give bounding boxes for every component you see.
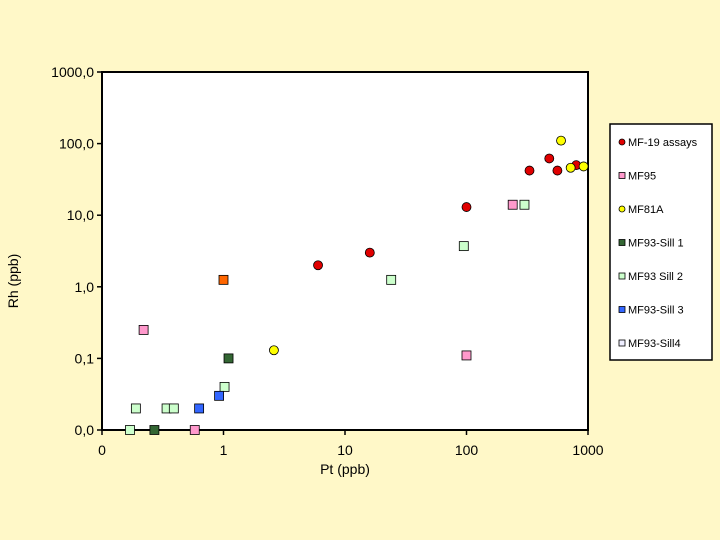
data-point [189, 425, 200, 435]
data-point [219, 381, 230, 392]
legend-box [609, 123, 713, 361]
legend-label: MF95 [628, 171, 656, 183]
legend-marker [618, 339, 626, 347]
legend-label: MF93-Sill 1 [628, 238, 684, 250]
data-point [130, 403, 141, 414]
data-point [519, 199, 530, 210]
y-tick-label: 0,1 [75, 350, 95, 366]
data-point [223, 353, 234, 364]
plot-frame [101, 71, 589, 431]
legend-marker [618, 138, 626, 146]
data-point [214, 390, 225, 401]
data-point [138, 325, 149, 335]
y-axis-title: Rh (ppb) [5, 254, 21, 308]
data-point [552, 165, 563, 176]
data-point [194, 403, 205, 414]
legend-marker [618, 205, 626, 213]
data-point [524, 165, 535, 176]
data-point [149, 425, 160, 435]
y-tick-label: 0,0 [75, 422, 95, 438]
x-tick-label: 1 [220, 442, 228, 458]
x-tick-label: 100 [455, 442, 479, 458]
data-point [269, 345, 279, 356]
data-point [556, 135, 566, 146]
x-tick-label: 1000 [572, 442, 603, 458]
y-tick-label: 1000,0 [51, 64, 94, 80]
x-tick-label: 0 [98, 442, 106, 458]
y-tick-label: 10,0 [67, 207, 94, 223]
legend-marker [618, 172, 626, 179]
legend-marker [618, 272, 626, 280]
legend-label: MF93-Sill4 [628, 338, 681, 350]
data-point [461, 350, 472, 361]
legend-label: MF81A [628, 204, 664, 216]
plot-area [101, 71, 589, 435]
axis-ticks: 0,0 0,1 1,0 10,0 100,0 1000,0 0 1 10 100 1000 [51, 64, 604, 458]
y-tick-label: 1,0 [75, 279, 95, 295]
legend-label: MF93 Sill 2 [628, 271, 683, 283]
legend-label: MF-19 assays [628, 137, 698, 149]
x-axis-title: Pt (ppb) [320, 461, 370, 477]
data-point [364, 247, 375, 258]
data-point [125, 425, 135, 435]
data-point [313, 260, 323, 271]
data-point [578, 161, 589, 172]
data-point [168, 403, 179, 414]
data-point [218, 274, 229, 285]
legend-marker [618, 239, 626, 246]
data-point [461, 202, 472, 212]
legend-label: MF93-Sill 3 [628, 305, 684, 317]
y-tick-label: 100,0 [59, 136, 94, 152]
data-point [386, 274, 397, 285]
data-point [565, 162, 576, 173]
legend-marker [618, 306, 626, 313]
data-point [544, 153, 555, 164]
x-tick-label: 10 [337, 442, 353, 458]
data-point [458, 241, 469, 252]
data-point [507, 199, 518, 210]
legend: MF-19 assays MF95 MF81A MF93-Sill 1 MF93 Sil… [609, 123, 713, 361]
